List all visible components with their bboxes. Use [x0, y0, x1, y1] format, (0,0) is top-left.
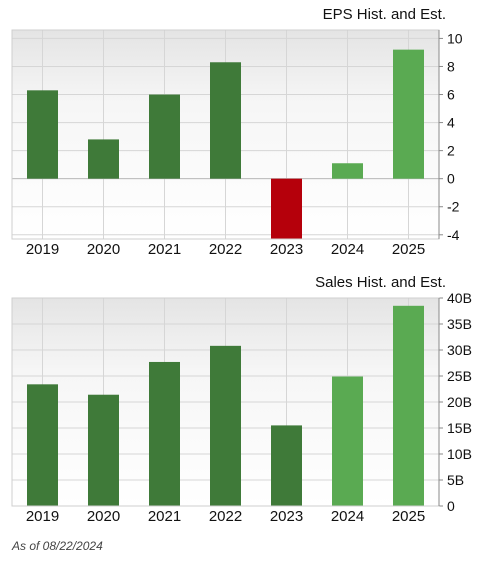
eps-bar-2021[interactable]: [149, 94, 180, 179]
y-tick-label: 4: [447, 115, 455, 131]
x-tick-label: 2021: [148, 508, 181, 525]
x-tick-label: 2025: [392, 508, 425, 525]
eps-bar-2025[interactable]: [393, 49, 424, 179]
y-tick-label: 0: [447, 171, 455, 187]
as-of-date: As of 08/22/2024: [12, 539, 103, 553]
y-tick-label: 40B: [447, 290, 472, 306]
x-tick-label: 2020: [87, 241, 120, 258]
y-tick-label: 10B: [447, 446, 472, 462]
x-tick-label: 2021: [148, 241, 181, 258]
y-tick-label: 8: [447, 58, 455, 74]
x-tick-label: 2022: [209, 241, 242, 258]
y-tick-label: 20B: [447, 394, 472, 410]
eps-bar-2024[interactable]: [332, 163, 363, 179]
sales-bar-2021[interactable]: [149, 361, 180, 506]
x-tick-label: 2024: [331, 241, 364, 258]
sales-chart: 0 5B 10B 15B 20B 25B 30B 35B 40B 2019 2020 2021 2022…: [11, 290, 472, 525]
y-tick-label: 2: [447, 143, 455, 159]
eps-bar-2023[interactable]: [271, 178, 302, 239]
y-tick-label: 5B: [447, 472, 464, 488]
sales-bar-2019[interactable]: [27, 384, 58, 506]
x-tick-label: 2022: [209, 508, 242, 525]
x-tick-label: 2024: [331, 508, 364, 525]
y-tick-label: 6: [447, 87, 455, 103]
sales-bar-2023[interactable]: [271, 425, 302, 506]
x-tick-label: 2019: [26, 241, 59, 258]
x-tick-label: 2025: [392, 241, 425, 258]
x-tick-label: 2019: [26, 508, 59, 525]
y-tick-label: 10: [447, 30, 463, 46]
x-tick-label: 2023: [270, 241, 303, 258]
eps-chart-title: EPS Hist. and Est.: [322, 6, 446, 23]
y-tick-label: 35B: [447, 316, 472, 332]
y-tick-label: 25B: [447, 368, 472, 384]
eps-bar-2019[interactable]: [27, 90, 58, 179]
sales-bar-2020[interactable]: [88, 394, 119, 506]
eps-bar-2020[interactable]: [88, 139, 119, 179]
sales-bar-2022[interactable]: [210, 345, 241, 506]
sales-bar-2024[interactable]: [332, 376, 363, 506]
y-tick-label: -4: [447, 227, 460, 243]
y-tick-label: 0: [447, 498, 455, 514]
y-tick-label: 15B: [447, 420, 472, 436]
eps-bar-2022[interactable]: [210, 62, 241, 179]
x-tick-label: 2023: [270, 508, 303, 525]
eps-chart: -4 -2 0 2 4 6 8 10 2019 2020 2021 2022 2023 2024 2025: [11, 29, 463, 258]
x-tick-label: 2020: [87, 508, 120, 525]
sales-bar-2025[interactable]: [393, 305, 424, 506]
y-tick-label: -2: [447, 199, 460, 215]
sales-chart-title: Sales Hist. and Est.: [315, 274, 446, 291]
y-tick-label: 30B: [447, 342, 472, 358]
